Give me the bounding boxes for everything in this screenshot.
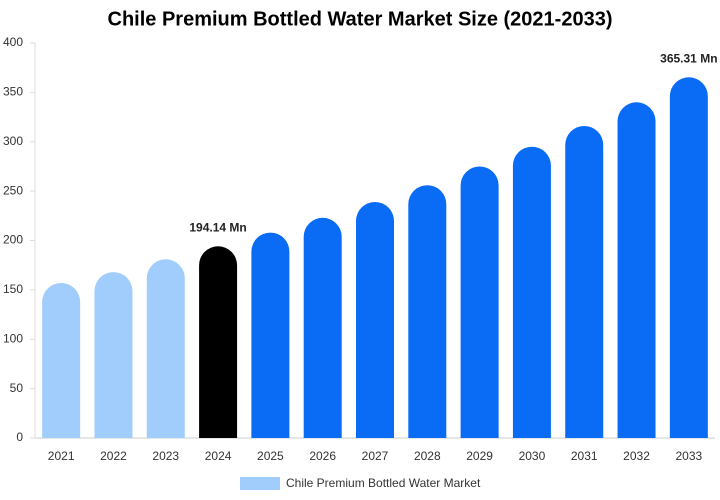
x-tick-label: 2021 bbox=[48, 449, 75, 463]
x-tick-label: 2031 bbox=[571, 449, 598, 463]
bar bbox=[303, 217, 342, 438]
x-tick-label: 2023 bbox=[152, 449, 179, 463]
bar bbox=[512, 146, 551, 438]
bar bbox=[617, 102, 656, 438]
bar bbox=[94, 272, 133, 438]
bar bbox=[146, 259, 185, 438]
x-tick-label: 2033 bbox=[675, 449, 702, 463]
bar bbox=[251, 232, 290, 438]
y-tick-label: 400 bbox=[3, 35, 23, 49]
y-tick-label: 100 bbox=[3, 331, 23, 345]
bar bbox=[42, 282, 81, 438]
y-tick-label: 300 bbox=[3, 134, 23, 148]
bar bbox=[565, 125, 604, 438]
bar bbox=[408, 185, 447, 438]
x-tick-label: 2024 bbox=[205, 449, 232, 463]
y-tick-label: 250 bbox=[3, 183, 23, 197]
x-tick-label: 2026 bbox=[309, 449, 336, 463]
y-tick-label: 0 bbox=[16, 430, 23, 444]
y-tick-label: 50 bbox=[10, 381, 24, 395]
legend-label: Chile Premium Bottled Water Market bbox=[286, 476, 481, 490]
x-tick-label: 2027 bbox=[362, 449, 389, 463]
bar bbox=[356, 201, 394, 438]
x-tick-label: 2025 bbox=[257, 449, 284, 463]
bar bbox=[669, 77, 708, 439]
x-tick-label: 2022 bbox=[100, 449, 127, 463]
legend-swatch bbox=[240, 477, 280, 490]
x-tick-label: 2029 bbox=[466, 449, 493, 463]
x-tick-label: 2030 bbox=[519, 449, 546, 463]
chart-title: Chile Premium Bottled Water Market Size … bbox=[108, 8, 613, 30]
bar bbox=[460, 166, 499, 438]
value-label: 365.31 Mn bbox=[660, 51, 717, 65]
y-tick-label: 150 bbox=[3, 282, 23, 296]
value-label: 194.14 Mn bbox=[189, 220, 246, 234]
bar bbox=[199, 246, 238, 438]
x-tick-label: 2028 bbox=[414, 449, 441, 463]
y-tick-label: 350 bbox=[3, 85, 23, 99]
x-tick-label: 2032 bbox=[623, 449, 650, 463]
y-tick-label: 200 bbox=[3, 233, 23, 247]
